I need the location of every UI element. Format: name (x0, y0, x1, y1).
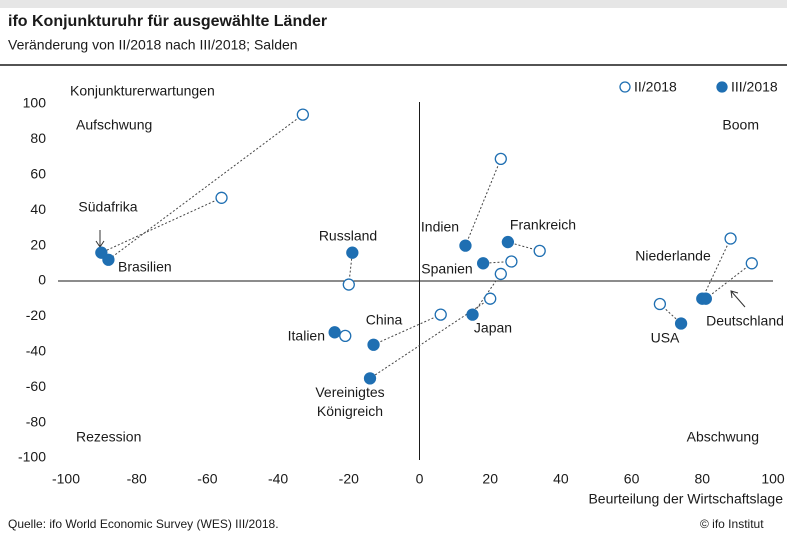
quadrant-label: Abschwung (687, 429, 759, 445)
country-label: Niederlande (635, 248, 711, 264)
point (339, 329, 352, 343)
country-label: Japan (474, 320, 512, 336)
copyright: © ifo Institut (700, 517, 764, 531)
legend-label: II/2018 (634, 79, 677, 95)
country-label: Italien (288, 328, 325, 344)
y-tick-label: 80 (30, 130, 46, 146)
connector (108, 114, 304, 261)
x-tick-label: 80 (695, 471, 711, 487)
chart-subtitle: Veränderung von II/2018 nach III/2018; S… (8, 37, 298, 53)
point (342, 278, 355, 291)
y-tick-label: -40 (26, 343, 46, 359)
connector (701, 238, 732, 299)
top-band (0, 0, 787, 8)
country-label: Spanien (421, 261, 472, 277)
point (296, 108, 309, 121)
y-tick-label: 0 (38, 272, 46, 288)
point (494, 267, 507, 281)
y-tick-label: -20 (26, 307, 46, 323)
y-tick-label: 100 (23, 95, 47, 111)
point (102, 253, 115, 266)
quadrant-label: Boom (722, 117, 759, 133)
chart-title: ifo Konjunkturuhr für ausgewählte Länder (8, 13, 327, 30)
y-tick-label: 60 (30, 166, 46, 182)
y-tick-label: 40 (30, 201, 46, 217)
country-label: Deutschland (706, 313, 784, 329)
x-tick-label: -80 (127, 471, 147, 487)
point (484, 292, 497, 305)
y-tick-label: -60 (26, 378, 46, 394)
y-tick-label: -100 (18, 449, 46, 465)
arrow (95, 230, 105, 248)
x-tick-label: 40 (553, 471, 569, 487)
arrow (730, 290, 746, 308)
legend-label: III/2018 (731, 79, 778, 95)
x-axis-label: Beurteilung der Wirtschaftslage (588, 491, 783, 507)
connector (373, 314, 441, 346)
x-tick-label: 100 (761, 471, 785, 487)
point (215, 191, 228, 204)
point (466, 308, 479, 321)
x-tick-label: 60 (624, 471, 640, 487)
x-tick-label: -100 (52, 471, 80, 487)
connector (705, 262, 753, 300)
point (328, 326, 341, 339)
legend-marker (619, 81, 631, 93)
y-tick-label: 20 (30, 236, 46, 252)
x-tick-label: -40 (268, 471, 288, 487)
country-label: China (366, 312, 403, 328)
country-label: Vereinigtes Königreich (315, 384, 384, 419)
country-label: Brasilien (118, 259, 172, 275)
point (505, 255, 518, 268)
point (653, 297, 667, 311)
y-tick-label: -80 (26, 413, 46, 429)
legend-marker (716, 81, 728, 93)
quadrant-label: Aufschwung (76, 117, 152, 133)
country-label: Südafrika (78, 199, 137, 215)
point (724, 232, 737, 245)
country-label: USA (651, 330, 680, 346)
point (674, 317, 688, 330)
point (346, 246, 359, 259)
quadrant-label: Rezession (76, 429, 141, 445)
x-tick-label: -60 (197, 471, 217, 487)
point (434, 308, 447, 321)
point (494, 152, 507, 166)
point (501, 235, 515, 249)
country-label: Indien (421, 219, 459, 235)
y-axis-label: Konjunkturerwartungen (70, 83, 215, 99)
x-tick-label: 0 (416, 471, 424, 487)
country-label: Russland (319, 228, 377, 244)
point (459, 239, 472, 252)
point (745, 257, 758, 270)
point (533, 244, 546, 258)
x-tick-label: 20 (482, 471, 498, 487)
country-label: Frankreich (510, 217, 576, 233)
connector (464, 158, 502, 246)
source: Quelle: ifo World Economic Survey (WES) … (8, 517, 279, 531)
point (476, 257, 490, 270)
point (363, 372, 377, 385)
x-tick-label: -20 (339, 471, 359, 487)
point (699, 292, 712, 305)
point (367, 338, 380, 351)
